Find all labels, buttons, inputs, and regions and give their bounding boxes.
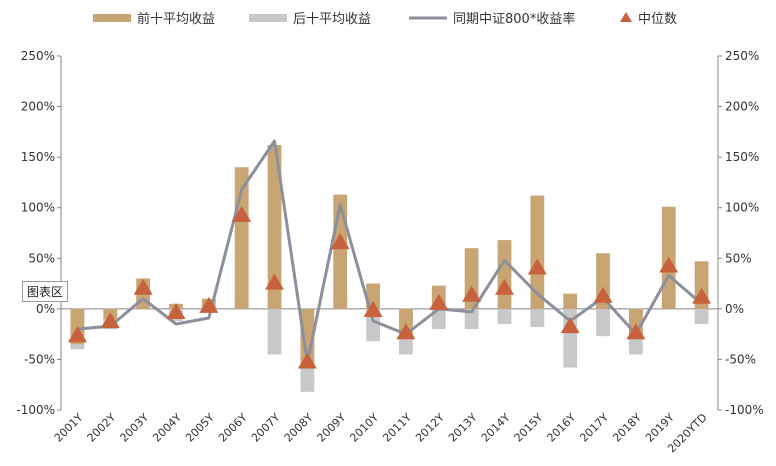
bottom-ten-bar [464,308,479,330]
legend-label: 同期中证800*收益率 [453,11,575,27]
median-markers [67,205,712,369]
right-tick-label: -50% [725,352,756,366]
x-tick-label: 2010Y [347,411,381,445]
bottom-ten-bar [497,308,512,325]
median-marker [494,278,514,295]
axes: 250% 250% 200% 200% 150% 150% 100% 100% 50% 50% 0%… [16,49,763,417]
median-marker [232,205,252,222]
bottom-ten-bar [431,308,446,330]
bottom-ten-bar [596,308,610,337]
right-tick-label: 100% [725,201,759,215]
bottom-ten-bar [694,308,709,325]
legend-label: 后十平均收益 [293,12,371,27]
left-tick-label: 200% [21,100,55,114]
x-tick-label: 2017Y [577,411,611,445]
right-tick-label: 150% [725,150,759,164]
x-axis-labels: 2001Y 2002Y 2003Y 2004Y 2005Y 2006Y 2007Y 2008Y… [52,411,710,456]
x-tick-label: 2005Y [183,411,217,445]
legend-label: 前十平均收益 [137,11,215,27]
median-marker [659,256,679,273]
x-tick-label: 2004Y [150,411,184,445]
x-tick-label: 2018Y [610,411,644,445]
x-tick-label: 2002Y [85,411,119,445]
right-tick-label: 50% [725,251,752,265]
left-tick-label: 50% [28,251,55,265]
bars [70,145,709,392]
median-marker [100,312,120,329]
x-tick-label: 2008Y [282,411,316,445]
right-tick-label: 200% [725,100,759,114]
left-tick-label: 0% [36,302,55,316]
top-ten-bar [399,308,413,335]
median-marker [265,273,285,290]
left-tick-label: 150% [21,150,55,164]
top-ten-bar [267,145,282,309]
left-tick-label: 100% [21,201,55,215]
x-tick-label: 2001Y [52,411,86,445]
legend-swatch [249,14,287,22]
x-tick-label: 2006Y [216,411,250,445]
top-ten-bar [366,283,380,309]
median-marker [692,287,712,304]
median-marker [560,317,580,334]
x-tick-label: 2014Y [479,411,513,445]
legend-swatch [620,12,632,22]
x-tick-label: 2007Y [249,411,283,445]
top-ten-bar [497,240,512,309]
x-tick-label: 2003Y [118,411,152,445]
median-marker [363,300,383,317]
median-marker [166,302,186,319]
legend: 前十平均收益 后十平均收益 同期中证800*收益率 中位数 [93,11,677,27]
left-tick-label: 250% [21,49,55,63]
top-ten-bar [530,195,545,309]
median-marker [133,278,153,295]
x-tick-label: 2013Y [446,411,480,445]
median-marker [593,286,613,303]
right-tick-label: 0% [725,302,744,316]
chart-area-tag[interactable]: 图表区 [22,281,69,302]
right-tick-label: 250% [725,49,759,63]
median-marker [396,323,416,340]
x-tick-label: 2012Y [413,411,447,445]
top-ten-bar [563,293,578,309]
median-marker [199,296,219,313]
bottom-ten-bar [267,308,282,355]
legend-label: 中位数 [638,12,677,27]
x-tick-label: 2009Y [315,411,349,445]
median-marker [626,323,646,340]
median-marker [297,352,317,369]
bottom-ten-bar [530,308,545,328]
median-marker [429,293,449,310]
median-marker [330,233,350,250]
x-tick-label: 2016Y [545,411,579,445]
left-tick-label: -50% [24,352,55,366]
legend-swatch [93,14,131,22]
x-tick-label: 2015Y [512,411,546,445]
right-tick-label: -100% [725,403,764,417]
median-marker [67,326,87,343]
median-marker [527,258,547,275]
left-tick-label: -100% [16,403,55,417]
x-tick-label: 2011Y [380,411,414,445]
median-marker [462,285,482,302]
